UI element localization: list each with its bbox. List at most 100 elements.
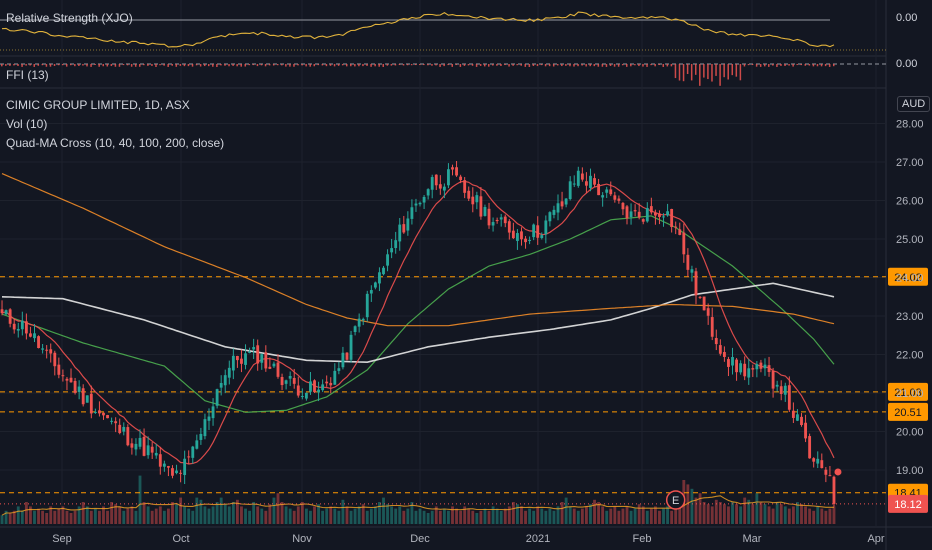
candle-body: [544, 220, 548, 235]
volume-bar: [179, 497, 183, 524]
volume-bar: [828, 508, 832, 524]
ffi-bar: [29, 64, 31, 66]
volume-bar: [816, 506, 820, 524]
candle-body: [207, 416, 211, 421]
volume-bar: [398, 506, 402, 524]
candle-body: [24, 321, 28, 334]
candle-body: [146, 445, 150, 456]
candle-body: [447, 169, 450, 186]
volume-bar: [203, 506, 207, 524]
volume-indicator-label[interactable]: Vol (10): [6, 117, 48, 131]
volume-bar: [284, 506, 288, 524]
ffi-bar: [325, 64, 328, 67]
earnings-marker[interactable]: E: [665, 490, 686, 510]
candle-body: [171, 468, 174, 476]
candle-body: [605, 189, 609, 193]
ffi-bar: [536, 64, 539, 67]
candle-body: [516, 233, 519, 241]
volume-bar: [552, 510, 556, 524]
last-price-tag: [888, 494, 928, 513]
candle-body: [378, 272, 381, 284]
ffi-bar: [439, 64, 441, 67]
ffi-indicator-label[interactable]: FFI (13): [6, 68, 49, 82]
ffi-bar: [358, 64, 360, 67]
ffi-bar: [350, 64, 352, 67]
volume-bar: [629, 510, 633, 524]
candle-body: [820, 460, 824, 469]
volume-bar: [808, 508, 812, 524]
volume-bar: [507, 506, 511, 524]
candle-body: [93, 411, 97, 413]
volume-bar: [93, 508, 97, 524]
ffi-bar: [187, 64, 190, 67]
ffi-bar: [212, 64, 214, 67]
candle-body: [41, 348, 45, 350]
ffi-bar: [41, 64, 44, 66]
ffi-bar: [674, 64, 677, 79]
volume-bar: [451, 506, 454, 524]
symbol-title[interactable]: CIMIC GROUP LIMITED, 1D, ASX: [6, 98, 190, 112]
price-tick-label: 21.00: [896, 388, 924, 400]
candle-body: [576, 170, 580, 186]
volume-bar: [528, 508, 532, 524]
volume-bar: [739, 506, 743, 524]
candle-body: [300, 396, 304, 398]
volume-bar: [702, 502, 706, 524]
ffi-bar: [475, 64, 478, 67]
ffi-bar: [155, 64, 157, 67]
volume-bar: [41, 510, 45, 524]
volume-bar: [479, 510, 483, 524]
candle-body: [134, 443, 138, 450]
volume-bar: [142, 502, 146, 524]
volume-bar: [296, 506, 300, 524]
candle-body: [252, 347, 256, 350]
ffi-bar: [719, 64, 721, 86]
volume-bar: [227, 506, 231, 524]
candle-body: [459, 176, 463, 181]
rs-indicator-label[interactable]: Relative Strength (XJO): [6, 11, 133, 25]
volume-bar: [231, 502, 235, 524]
ffi-bar: [755, 64, 758, 67]
quad-ma-indicator-label[interactable]: Quad-MA Cross (10, 40, 100, 200, close): [6, 136, 225, 150]
ffi-bar: [743, 64, 746, 67]
volume-bar: [483, 508, 487, 524]
candle-body: [191, 446, 195, 458]
candle-body: [564, 198, 568, 205]
price-tick-label: 19.00: [896, 465, 924, 477]
candle-body: [800, 416, 803, 425]
candle-body: [722, 352, 726, 357]
ffi-bar: [479, 64, 482, 66]
candle-body: [260, 354, 264, 363]
candle-body: [438, 184, 442, 189]
candle-body: [81, 388, 85, 405]
candle-body: [329, 382, 333, 386]
candle-body: [536, 225, 540, 238]
currency-badge[interactable]: AUD: [897, 96, 931, 112]
volume-bar: [467, 508, 471, 524]
volume-bar: [455, 508, 458, 524]
volume-bar: [556, 506, 560, 524]
volume-bar: [447, 510, 450, 524]
ffi-bar: [313, 64, 316, 67]
ffi-bar: [808, 64, 811, 66]
volume-bar: [4, 510, 8, 524]
volume-bar: [353, 508, 357, 524]
ffi-bar: [362, 64, 364, 67]
volume-bar: [487, 510, 491, 524]
ffi-bar: [329, 64, 332, 66]
volume-bar: [61, 506, 65, 524]
volume-bar: [207, 508, 211, 524]
ffi-bar: [621, 64, 624, 66]
ffi-bar: [171, 64, 173, 66]
candle-body: [718, 345, 722, 354]
candle-body: [333, 370, 337, 385]
price-tick-label: 25.00: [896, 234, 924, 246]
ffi-bar: [577, 64, 579, 67]
candle-body: [767, 365, 771, 373]
ffi-bar: [390, 64, 393, 66]
candle-body: [739, 363, 743, 373]
ffi-bar: [463, 64, 466, 66]
candle-body: [317, 389, 320, 393]
